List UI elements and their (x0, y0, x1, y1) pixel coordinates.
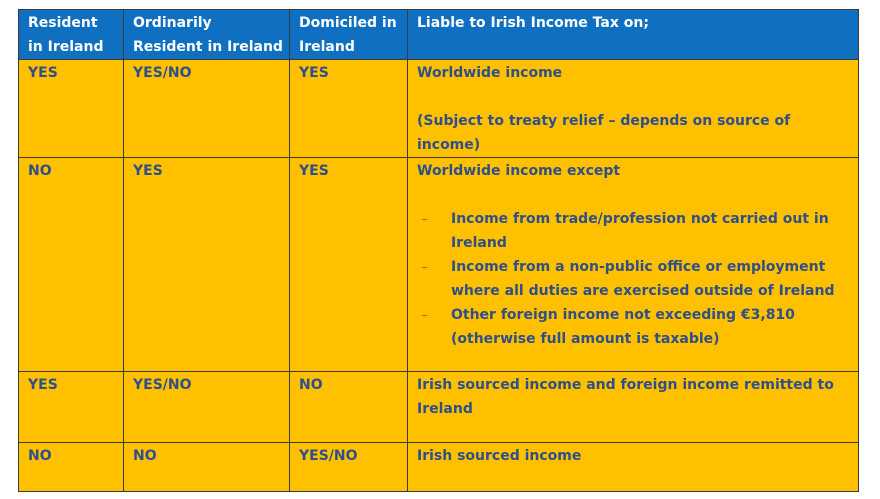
cell: YES (18, 371, 124, 443)
cell: NO (18, 442, 124, 492)
cell: NO (18, 157, 124, 372)
cell: YES/NO (289, 442, 408, 492)
header-row: Resident in Ireland Ordinarily Resident i… (18, 9, 859, 60)
liable-cell: Irish sourced income (407, 442, 859, 492)
cell: YES/NO (123, 59, 290, 158)
dash (422, 219, 427, 220)
row: YES YES/NO YES Worldwide income (Subject to … (18, 59, 859, 158)
exception-item: Other foreign income not exceeding €3,81… (417, 303, 852, 351)
cell: YES (18, 59, 124, 158)
header-cell: Ordinarily Resident in Ireland (123, 9, 290, 60)
dash (422, 267, 427, 268)
header-cell: Resident in Ireland (18, 9, 124, 60)
header-cell: Liable to Irish Income Tax on; (407, 9, 859, 60)
liable-text: Worldwide income (417, 65, 563, 81)
note: (Subject to treaty relief – depends on s… (417, 113, 791, 153)
cell: YES/NO (123, 371, 290, 443)
cell: YES (289, 157, 408, 372)
row: YES YES/NO NO Irish sourced income and fore… (18, 371, 859, 443)
header-cell: Domiciled in Ireland (289, 9, 408, 60)
row: NO YES YES Worldwide income except Income fr… (18, 157, 859, 372)
cell: YES (123, 157, 290, 372)
liable-cell: Worldwide income (Subject to treaty relie… (407, 59, 859, 158)
row: NO NO YES/NO Irish sourced income (18, 442, 859, 492)
liable-cell: Worldwide income except Income from trade… (407, 157, 859, 372)
cell: NO (289, 371, 408, 443)
cell: YES (289, 59, 408, 158)
liable-text: Irish sourced income and foreign income … (417, 377, 834, 417)
liable-cell: Irish sourced income and foreign income … (407, 371, 859, 443)
liable-text: Irish sourced income (417, 448, 582, 464)
dash (422, 315, 427, 316)
exception-item: Income from a non-public office or emplo… (417, 255, 852, 303)
liable-text: Worldwide income except (417, 163, 621, 179)
exception-item: Income from trade/profession not carried… (417, 207, 852, 255)
tax-table: Resident in Ireland Ordinarily Resident i… (18, 9, 859, 492)
exceptions-list: Income from trade/profession not carried… (417, 207, 852, 351)
cell: NO (123, 442, 290, 492)
